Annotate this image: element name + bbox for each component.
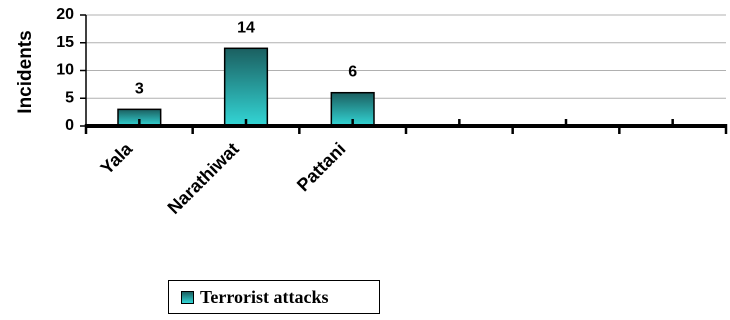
y-tick-label: 0 — [65, 117, 74, 134]
data-label: 3 — [135, 80, 144, 97]
legend-swatch — [181, 290, 194, 304]
y-tick-label: 15 — [56, 34, 74, 51]
category-label: Pattani — [293, 139, 350, 196]
y-tick-label: 5 — [65, 89, 74, 106]
y-axis-label: Incidents — [15, 30, 36, 113]
category-label: Yala — [97, 138, 137, 178]
bar-chart: Incidents 0 5 10 15 20 3 14 6 Yala Narathiwat Pa… — [15, 6, 728, 218]
bar — [223, 47, 269, 127]
legend-label: Terrorist attacks — [200, 286, 329, 307]
legend: Terrorist attacks — [168, 280, 380, 314]
data-label: 6 — [348, 64, 357, 81]
data-label: 14 — [237, 19, 255, 36]
y-tick-label: 20 — [56, 6, 74, 23]
y-tick-label: 10 — [56, 62, 74, 79]
category-label: Narathiwat — [164, 139, 243, 218]
